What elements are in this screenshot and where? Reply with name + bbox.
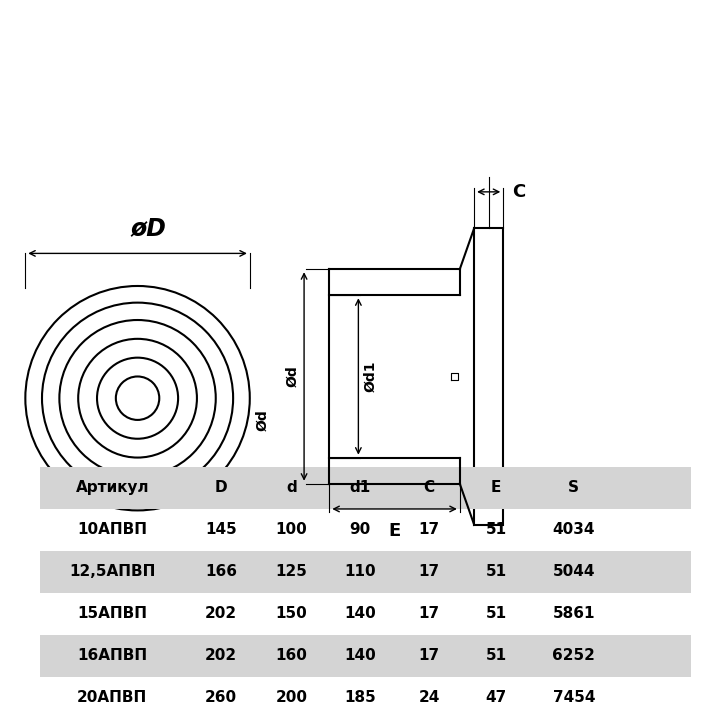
- Text: 110: 110: [345, 565, 376, 579]
- Text: 24: 24: [418, 691, 439, 705]
- Text: 6252: 6252: [552, 649, 595, 663]
- Text: 51: 51: [485, 649, 507, 663]
- Text: d1: d1: [350, 481, 371, 495]
- Text: 150: 150: [276, 607, 307, 621]
- Text: 145: 145: [205, 523, 237, 537]
- Text: 17: 17: [418, 523, 439, 537]
- Text: 12,5АПВП: 12,5АПВП: [69, 565, 156, 579]
- Text: Ød: Ød: [285, 366, 299, 387]
- Text: øD: øD: [130, 216, 167, 240]
- Text: 15АПВП: 15АПВП: [77, 607, 147, 621]
- Text: S: S: [568, 481, 579, 495]
- Text: 200: 200: [275, 691, 308, 705]
- Text: d: d: [286, 481, 297, 495]
- Text: Артикул: Артикул: [75, 481, 149, 495]
- Text: 47: 47: [485, 691, 507, 705]
- Text: 51: 51: [485, 565, 507, 579]
- Text: 185: 185: [345, 691, 376, 705]
- Text: 17: 17: [418, 649, 439, 663]
- Bar: [40, 635, 691, 677]
- Text: 20АПВП: 20АПВП: [77, 691, 148, 705]
- Bar: [40, 551, 691, 593]
- Text: 17: 17: [418, 607, 439, 621]
- Text: 5044: 5044: [552, 565, 595, 579]
- Text: 51: 51: [485, 607, 507, 621]
- Text: 10АПВП: 10АПВП: [77, 523, 147, 537]
- Text: C: C: [424, 481, 434, 495]
- Text: 100: 100: [276, 523, 307, 537]
- Text: 260: 260: [205, 691, 237, 705]
- Text: 125: 125: [275, 565, 308, 579]
- Text: 90: 90: [350, 523, 371, 537]
- Text: D: D: [214, 481, 227, 495]
- Bar: [474, 228, 503, 525]
- Text: 4034: 4034: [552, 523, 595, 537]
- Text: E: E: [491, 481, 501, 495]
- Text: 51: 51: [485, 523, 507, 537]
- Text: 16АПВП: 16АПВП: [77, 649, 147, 663]
- Text: 5861: 5861: [552, 607, 595, 621]
- Text: 17: 17: [418, 565, 439, 579]
- Text: E: E: [389, 522, 400, 540]
- Text: 166: 166: [205, 565, 237, 579]
- Text: 160: 160: [275, 649, 308, 663]
- Text: 140: 140: [345, 607, 376, 621]
- Text: 202: 202: [205, 607, 237, 621]
- Bar: [40, 467, 691, 509]
- Text: C: C: [512, 183, 525, 201]
- Text: 7454: 7454: [552, 691, 595, 705]
- Text: Ød: Ød: [256, 409, 269, 431]
- Text: 202: 202: [205, 649, 237, 663]
- Text: 140: 140: [345, 649, 376, 663]
- Text: Ød1: Ød1: [363, 361, 377, 392]
